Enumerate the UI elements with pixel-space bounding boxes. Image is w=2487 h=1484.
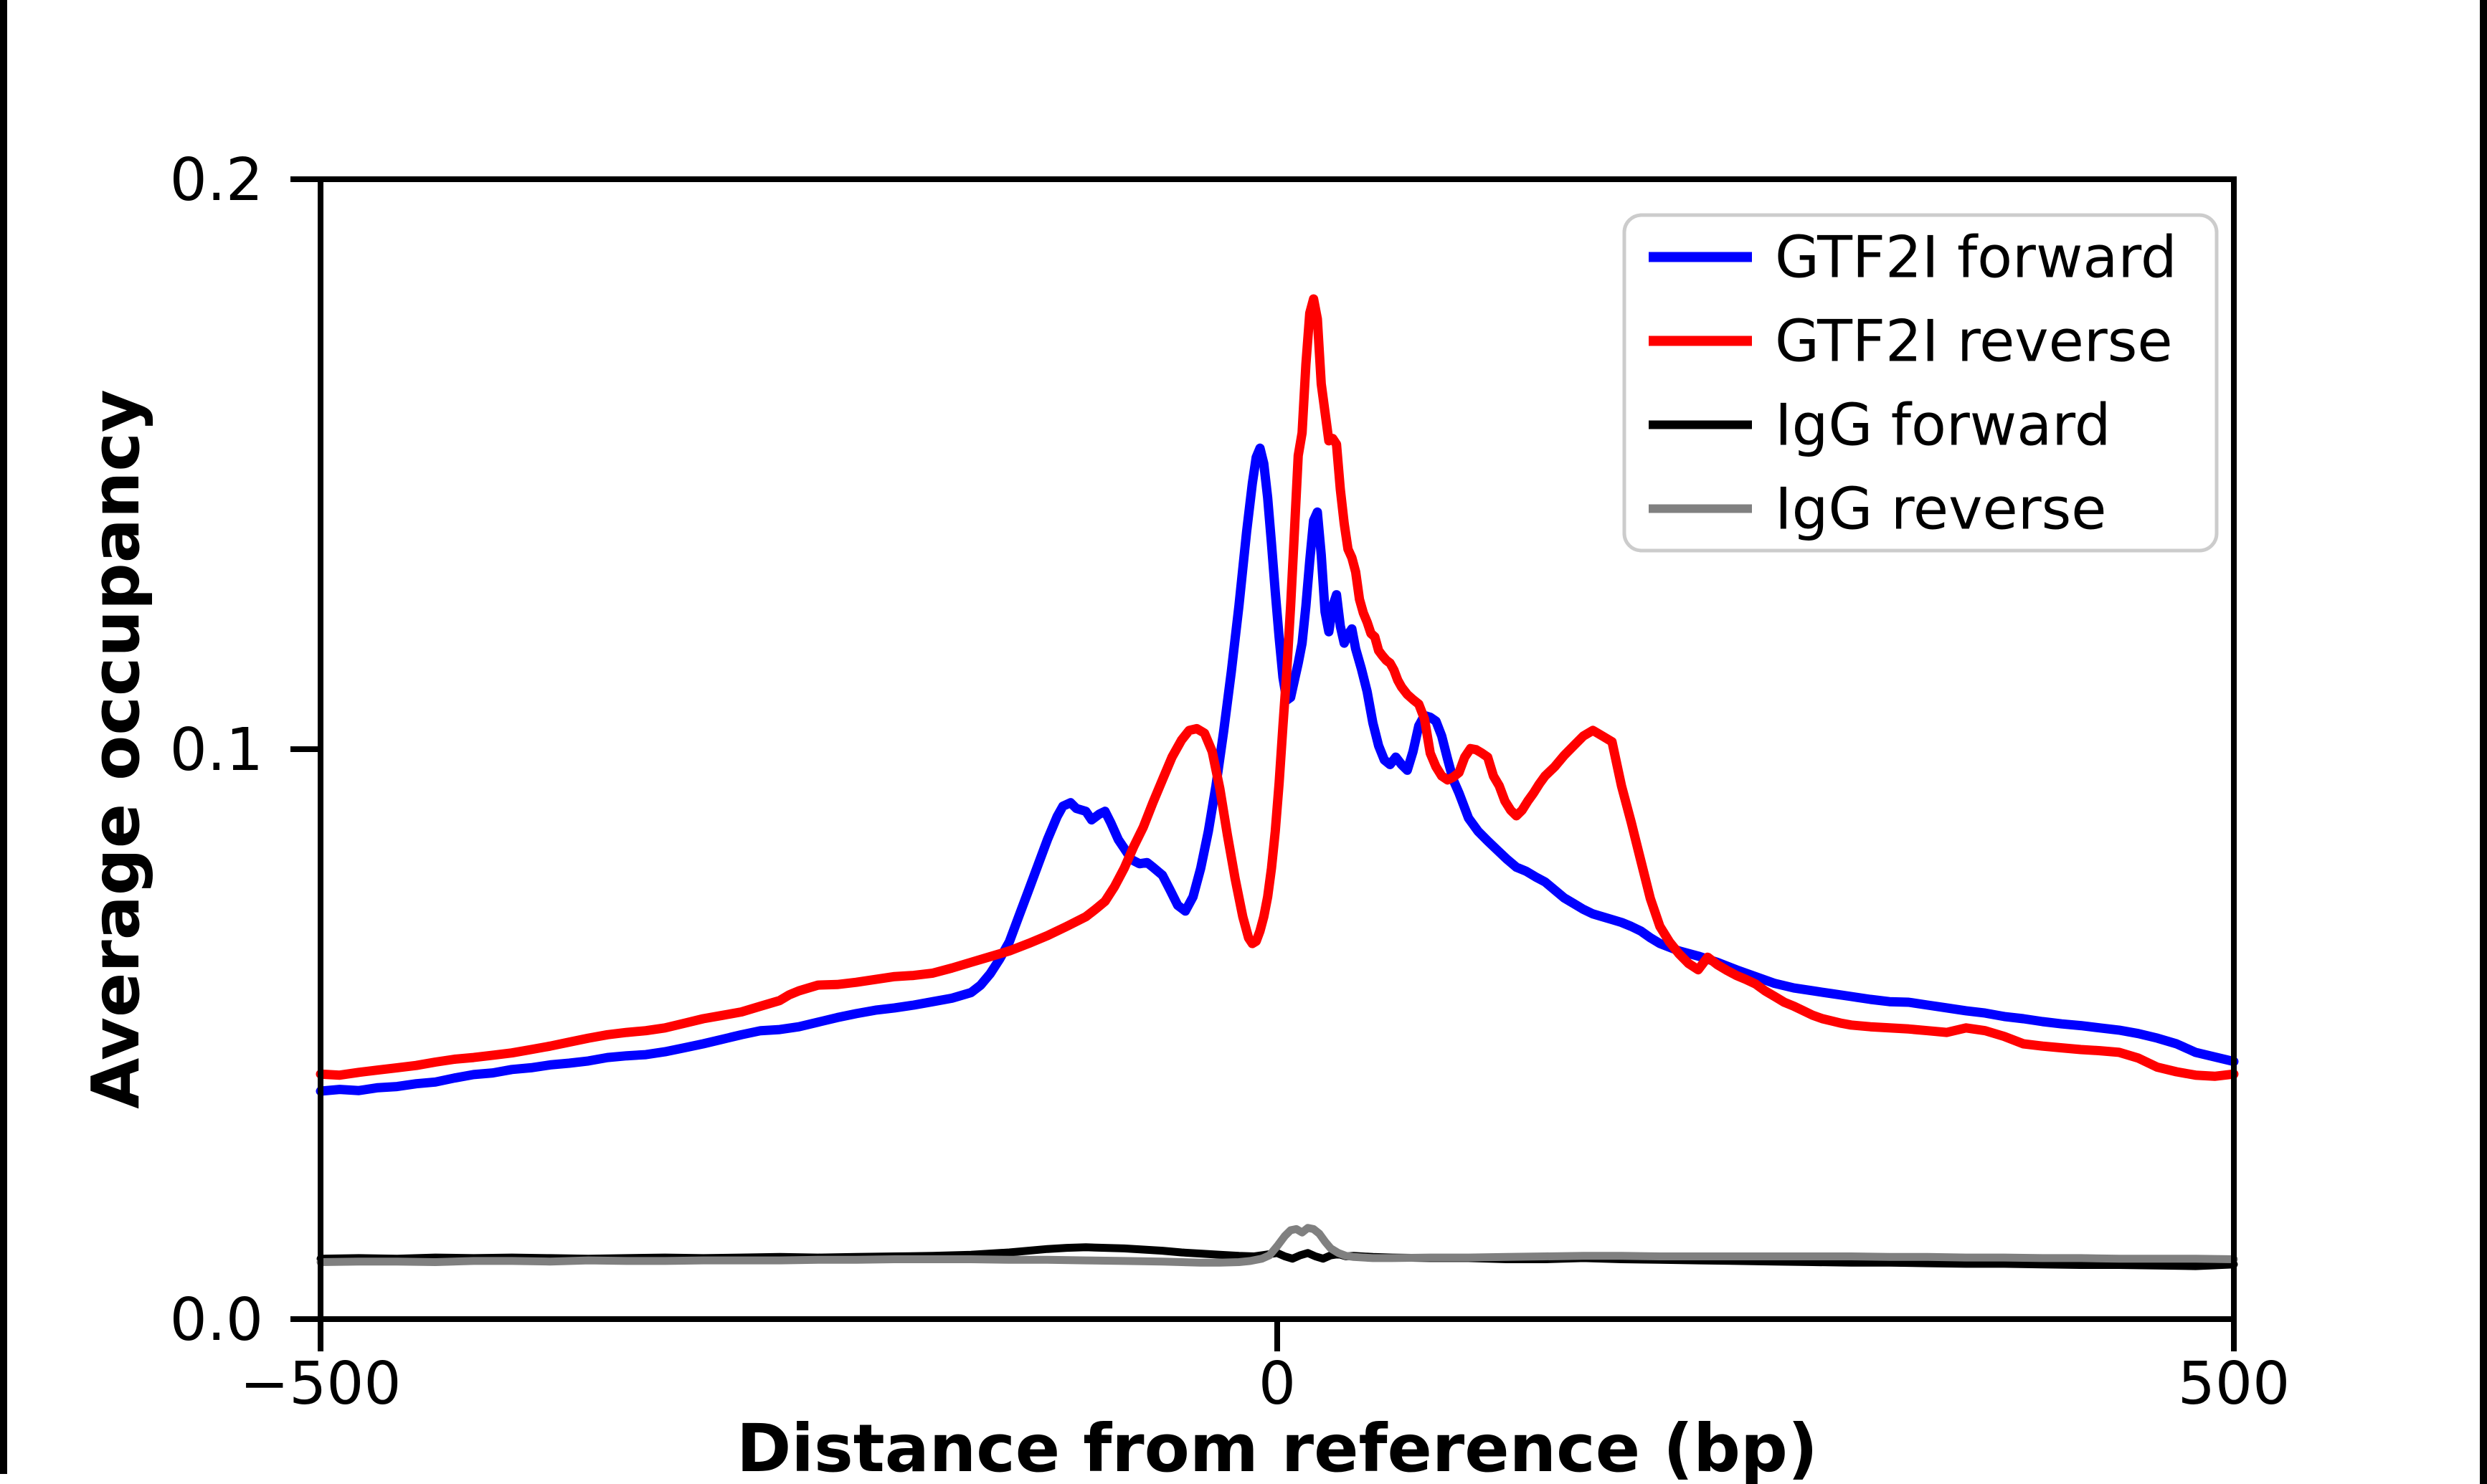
x-tick-label-0: 0 (1259, 1350, 1296, 1418)
y-tick-label-0-1: 0.1 (170, 716, 263, 784)
tick-layer: −500 0 500 0.0 0.1 0.2 (170, 146, 2291, 1418)
legend-item-igg-forward: IgG forward (1649, 392, 2111, 459)
legend-label-igg-forward: IgG forward (1775, 392, 2111, 459)
legend-item-gtf2i-forward: GTF2I forward (1649, 224, 2177, 291)
series-line-gtf2i-reverse (316, 294, 2239, 1081)
series-layer (316, 294, 2239, 1270)
x-tick-label--500: −500 (240, 1350, 401, 1418)
legend-box (1622, 213, 2219, 553)
legend: GTF2I forward GTF2I reverse IgG forward IgG… (1622, 213, 2219, 553)
x-tick-label-500: 500 (2178, 1350, 2291, 1418)
legend-label-igg-reverse: IgG reverse (1775, 476, 2107, 543)
series-line-igg-reverse (316, 1224, 2238, 1267)
legend-item-gtf2i-reverse: GTF2I reverse (1649, 308, 2173, 375)
window-left-border (0, 0, 7, 1474)
y-axis-label: Average occupancy (77, 389, 154, 1109)
y-tick-label-0-0: 0.0 (170, 1286, 263, 1354)
legend-label-gtf2i-reverse: GTF2I reverse (1775, 308, 2173, 375)
legend-item-igg-reverse: IgG reverse (1649, 476, 2107, 543)
x-axis-label: Distance from reference (bp) (736, 1410, 1818, 1484)
legend-label-gtf2i-forward: GTF2I forward (1775, 224, 2177, 291)
y-tick-label-0-2: 0.2 (170, 146, 263, 214)
window-right-border (2480, 0, 2487, 1484)
legend-rows: GTF2I forward GTF2I reverse IgG forward IgG… (1649, 224, 2177, 543)
